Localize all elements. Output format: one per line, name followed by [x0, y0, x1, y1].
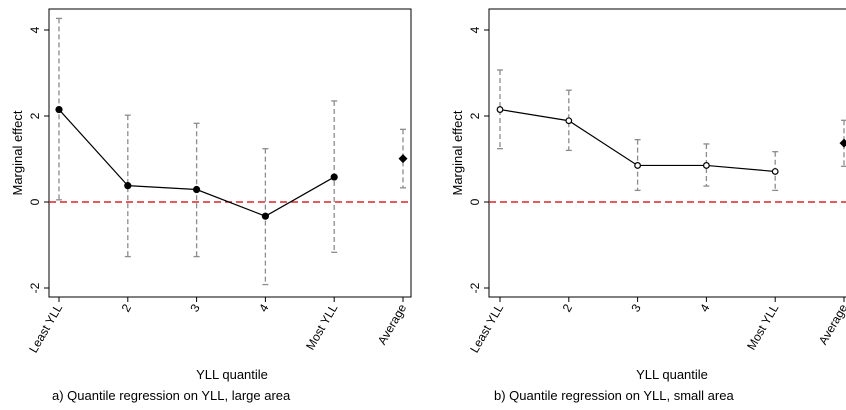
x-tick-label: 2 — [119, 301, 135, 314]
y-tick-label: 2 — [28, 112, 42, 119]
y-tick-label: 4 — [28, 26, 42, 33]
estimate-point — [565, 117, 573, 125]
estimate-point — [193, 185, 201, 194]
estimate-point — [330, 173, 338, 181]
estimate-point — [634, 162, 641, 169]
x-tick-label: Most YLL — [744, 301, 782, 352]
panel-b: Marginal effect YLL quantile b) Quantile… — [450, 8, 846, 403]
average-point — [398, 154, 408, 164]
caption-b: b) Quantile regression on YLL, small are… — [494, 388, 734, 403]
y-tick-label: 0 — [28, 198, 42, 205]
y-axis-label-b: Marginal effect — [450, 110, 465, 195]
x-tick-label: 4 — [256, 301, 272, 314]
x-tick-label: 3 — [187, 301, 203, 314]
estimate-point — [261, 212, 269, 220]
x-axis-label-b: YLL quantile — [636, 367, 708, 382]
estimate-point — [771, 168, 779, 175]
x-tick-label: Least YLL — [467, 301, 506, 355]
x-tick-label: 4 — [697, 301, 713, 314]
x-tick-label: 2 — [560, 301, 576, 314]
panel-a: Marginal effect YLL quantile a) Quantile… — [10, 8, 412, 403]
estimate-point — [703, 162, 710, 169]
plot-frame-b — [488, 8, 846, 298]
y-tick-label: -2 — [28, 282, 42, 293]
plot-frame-a — [48, 8, 412, 298]
caption-a: a) Quantile regression on YLL, large are… — [52, 388, 291, 403]
x-axis-label-a: YLL quantile — [196, 367, 268, 382]
x-tick-label: Most YLL — [303, 301, 341, 352]
estimate-point — [55, 105, 63, 114]
x-tick-label: Average — [375, 301, 410, 347]
estimate-point — [496, 106, 504, 113]
y-tick-label: 0 — [468, 198, 482, 205]
x-tick-label: Average — [816, 301, 846, 347]
y-tick-label: -2 — [468, 282, 482, 293]
average-point — [839, 138, 846, 148]
y-tick-label: 2 — [468, 112, 482, 119]
y-tick-label: 4 — [468, 26, 482, 33]
x-tick-label: Least YLL — [26, 301, 65, 355]
estimate-point — [124, 182, 132, 190]
x-tick-label: 3 — [628, 301, 644, 314]
y-axis-label-a: Marginal effect — [10, 110, 25, 195]
